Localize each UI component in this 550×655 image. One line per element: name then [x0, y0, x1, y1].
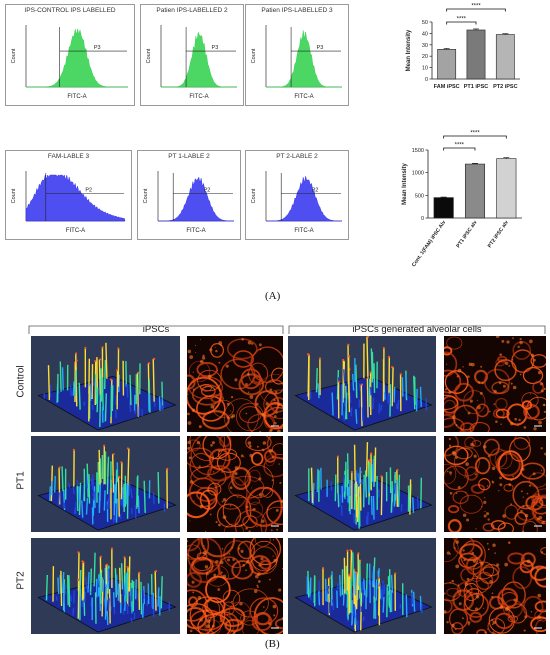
surface-plot-ipsc-control: [31, 336, 180, 432]
mean-intensity-chart-alveolar: 0 500 1000 1500 Mean Intensity Cont. 1(FAM) i…: [402, 131, 522, 268]
x-axis-label: FITC-A: [186, 228, 205, 234]
x-tick-label: PT2 iPSC: [493, 84, 517, 90]
mean-intensity-chart-ipsc: 0 10 20 30 40 50 Mean Intensity FAM iPSC PT1 iPS…: [406, 4, 520, 90]
significance-bracket: [443, 147, 476, 151]
x-tick-label: Cont. 1(FAM) iPSC Alv: [411, 220, 447, 268]
row-label-pt1: PT1: [15, 471, 27, 490]
significance-bracket: [446, 8, 506, 12]
significance-label: ****: [470, 131, 480, 137]
y-tick-label: 50: [422, 20, 428, 26]
y-tick-label: 500: [415, 193, 424, 199]
error-bar-2: [473, 28, 479, 30]
x-tick-label: PT2 iPSC alv: [487, 220, 510, 250]
error-bar-3: [503, 157, 510, 159]
group-title-ipscs: iPSCs: [142, 324, 170, 335]
x-axis-label: FITC-A: [67, 94, 86, 100]
flow-histogram: P2 FITC-A Count: [143, 171, 234, 234]
y-axis-label: Count: [11, 188, 17, 203]
flow-top-panel-3: Patien IPS-LABELLED 3 P3 FITC-A Count: [245, 4, 349, 106]
flow-panel-title: Patien IPS-LABELLED 2: [156, 7, 228, 14]
error-bar-3: [502, 33, 509, 35]
bar-3: [495, 34, 515, 80]
x-axis-label: FITC-A: [294, 94, 313, 100]
y-tick-label: 0: [425, 77, 428, 83]
x-tick-label: PT1 iPSC alv: [456, 220, 479, 250]
confocal-image-ipsc-pt2: [187, 538, 283, 634]
surface-plot-alv-control: [288, 336, 436, 432]
flow-bottom-panel-3: PT 2-LABLE 2 P2 FITC-A Count: [245, 150, 349, 240]
flow-histogram: P3 FITC-A Count: [146, 25, 237, 100]
surface-base: [294, 375, 433, 431]
flow-histogram: P3 FITC-A Count: [251, 25, 342, 100]
flow-top-panel-2: Patien IPS-LABELLED 2 P3 FITC-A Count: [140, 4, 244, 106]
y-axis-label: Count: [11, 48, 17, 63]
flow-histogram: P2 FITC-A Count: [11, 171, 126, 234]
y-axis-title: Mean Intensity: [402, 163, 408, 205]
bar-3: [496, 158, 517, 219]
row-label-control: Control: [15, 365, 27, 398]
x-axis-label: FITC-A: [294, 228, 313, 234]
flow-bottom-panel-2: PT 1-LABLE 2 P2 FITC-A Count: [137, 150, 241, 240]
y-tick-label: 10: [422, 66, 428, 72]
confocal-image-ipsc-control: [187, 336, 283, 432]
flow-panel-title: FAM-LABLE 3: [47, 153, 90, 160]
bar-1: [433, 197, 454, 219]
bar-2: [464, 163, 486, 219]
x-axis-label: FITC-A: [189, 94, 208, 100]
error-bar-1: [443, 48, 450, 50]
surface-plot-alv-pt1: [288, 436, 436, 532]
significance-bracket: [446, 21, 477, 25]
significance-label: ****: [457, 17, 467, 23]
surface-plot-alv-pt2: [288, 538, 436, 634]
flow-panel-title: PT 2-LABLE 2: [276, 153, 318, 160]
group-title-alveolar: iPSCs generated alveolar cells: [352, 324, 482, 335]
panel-a-label: (A): [265, 290, 281, 302]
bar-1: [437, 49, 457, 80]
x-axis-label: FITC-A: [66, 228, 85, 234]
confocal-image-ipsc-pt1: [187, 436, 283, 532]
x-tick-label: PT1 iPSC: [464, 84, 488, 90]
flow-histogram: P3 FITC-A Count: [11, 25, 128, 100]
y-axis-label: Count: [146, 48, 152, 63]
confocal-image-alv-pt2: [444, 538, 546, 634]
y-tick-label: 20: [422, 54, 428, 60]
bar-2: [466, 29, 486, 80]
significance-bracket: [443, 135, 507, 139]
group-bracket-right: [288, 325, 546, 334]
gate-label: P3: [94, 45, 101, 51]
error-bar-2: [472, 163, 478, 165]
flow-top-panel-1: IPS-CONTROL IPS LABELLED P3 FITC-A Count: [5, 4, 135, 106]
surface-plot-ipsc-pt1: [31, 436, 180, 532]
confocal-image-alv-control: [444, 336, 546, 432]
surface-plot-ipsc-pt2: [31, 538, 180, 634]
x-tick-label: FAM iPSC: [434, 84, 460, 90]
gate-label: P2: [204, 188, 211, 194]
flow-bottom-panel-1: FAM-LABLE 3 P2 FITC-A Count: [5, 150, 132, 240]
panel-b-label: (B): [265, 638, 280, 650]
surface-base: [37, 375, 177, 431]
flow-histogram: P2 FITC-A Count: [251, 171, 342, 234]
confocal-image-alv-pt1: [444, 436, 546, 532]
row-label-pt2: PT2: [15, 571, 27, 590]
y-tick-label: 40: [422, 31, 428, 37]
y-axis-label: Count: [251, 188, 257, 203]
gate-label: P2: [85, 188, 92, 194]
flow-panel-title: Patien IPS-LABELLED 3: [261, 7, 333, 14]
significance-label: ****: [471, 4, 481, 10]
flow-panel-title: PT 1-LABLE 2: [168, 153, 210, 160]
y-tick-label: 1000: [412, 171, 424, 177]
significance-label: ****: [455, 143, 465, 149]
y-tick-label: 30: [422, 43, 428, 49]
y-axis-label: Count: [251, 48, 257, 63]
y-axis-label: Count: [143, 188, 149, 203]
group-bracket-left: [28, 325, 284, 334]
flow-panel-title: IPS-CONTROL IPS LABELLED: [24, 7, 116, 14]
y-tick-label: 1500: [412, 148, 424, 154]
gate-label: P3: [317, 45, 324, 51]
gate-label: P3: [212, 45, 219, 51]
y-axis-title: Mean Intensity: [406, 29, 412, 71]
y-tick-label: 0: [421, 216, 424, 222]
gate-label: P2: [312, 188, 319, 194]
